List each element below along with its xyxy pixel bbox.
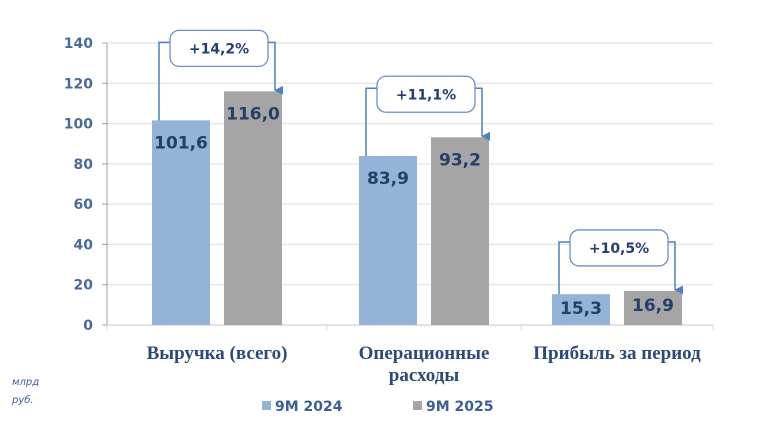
unit-label: млрд руб. <box>11 377 39 406</box>
bar-value-label: 83,9 <box>367 169 409 189</box>
y-tick-label: 100 <box>64 117 93 133</box>
bar-9m-2025 <box>431 137 489 325</box>
growth-badge <box>169 29 269 67</box>
x-axis <box>106 324 714 331</box>
y-tick-label: 0 <box>83 318 93 334</box>
bar-9m-2024 <box>152 120 210 325</box>
bar-9m-2025 <box>624 290 682 325</box>
category-label: расходы <box>389 365 460 386</box>
bar-value-label: 93,2 <box>439 150 481 170</box>
y-axis: 0 20 40 60 80 100 120 140 <box>64 36 108 334</box>
bar-9m-2024 <box>552 294 610 325</box>
y-tick-label: 80 <box>74 157 94 173</box>
legend-label: 9M 2025 <box>426 399 494 415</box>
category-label: Прибыль за период <box>533 343 701 364</box>
bar-value-label: 101,6 <box>154 133 208 153</box>
growth-annotations: +14,2% +11,1% +10,5% <box>158 29 684 295</box>
growth-percentage: +14,2% <box>189 41 249 57</box>
y-tick-label: 20 <box>74 278 94 294</box>
category-label: Выручка (всего) <box>147 343 288 364</box>
bar-value-label: 116,0 <box>226 104 280 124</box>
legend: 9M 2024 9M 2025 <box>262 399 494 415</box>
annotation-connector <box>158 41 170 121</box>
growth-badge <box>376 75 476 113</box>
legend-swatch <box>413 401 422 410</box>
growth-badge <box>569 229 669 267</box>
annotation-arrow <box>668 241 684 295</box>
legend-label: 9M 2024 <box>275 399 343 415</box>
unit-text: руб. <box>11 394 34 406</box>
growth-percentage: +11,1% <box>396 87 456 103</box>
annotation-arrow <box>475 87 491 141</box>
annotation-connector <box>365 87 377 157</box>
y-tick-label: 40 <box>74 237 94 253</box>
bar-9m-2025 <box>224 91 282 325</box>
bar-value-label: 15,3 <box>560 299 602 319</box>
bar-9m-2024 <box>359 156 417 325</box>
y-tick-label: 60 <box>74 197 94 213</box>
unit-text: млрд <box>12 377 39 388</box>
category-label: Операционные <box>359 343 490 364</box>
legend-swatch <box>262 401 271 410</box>
annotation-arrow <box>268 41 284 95</box>
y-tick-label: 120 <box>64 76 93 92</box>
growth-percentage: +10,5% <box>589 241 649 257</box>
annotation-connector <box>558 241 570 295</box>
y-tick-label: 140 <box>64 36 93 52</box>
bars: 101,6 116,0 83,9 93,2 15,3 16,9 <box>152 91 682 325</box>
bar-value-label: 16,9 <box>632 296 674 316</box>
